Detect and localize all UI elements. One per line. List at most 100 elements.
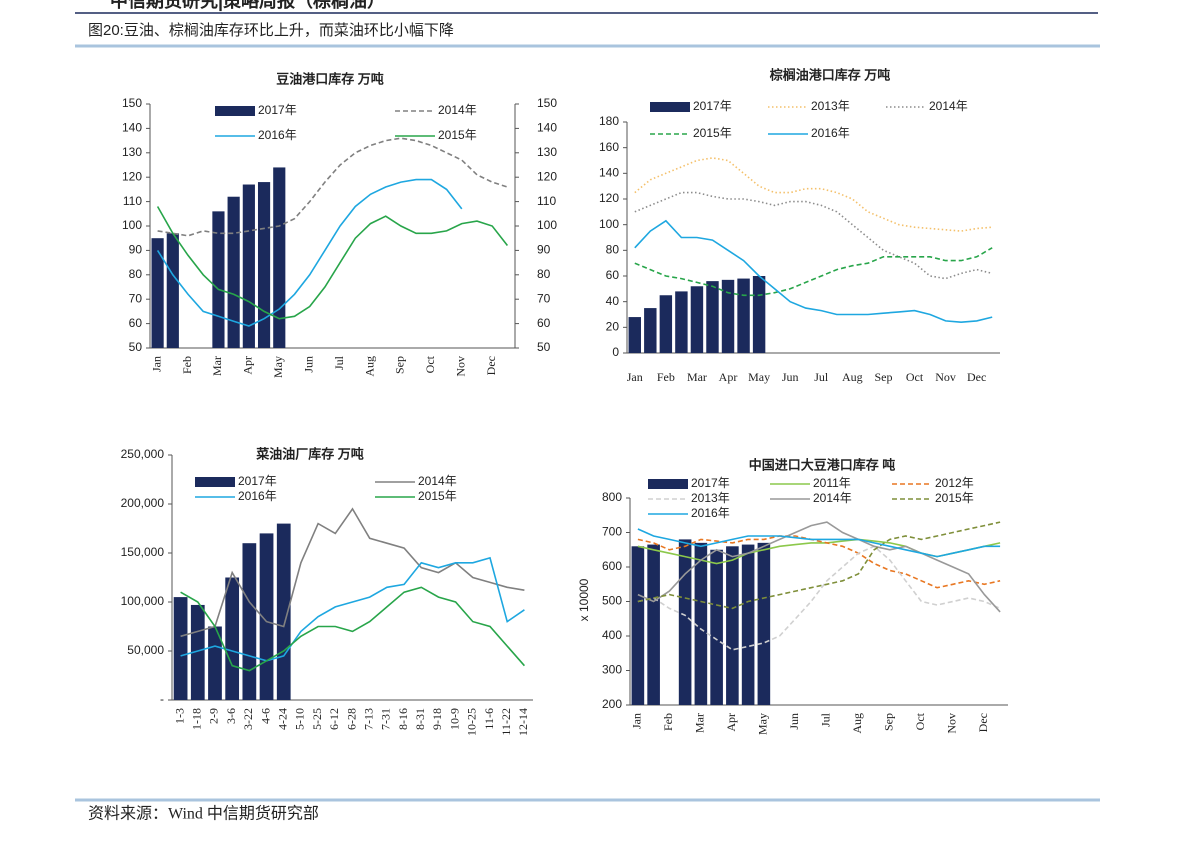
legend-label: 2014年 [418, 474, 457, 488]
y-tick-label: 130 [122, 145, 142, 159]
x-tick-label: 6-28 [344, 708, 358, 730]
x-tick-label: Aug [362, 356, 376, 377]
y-tick-label: 140 [599, 166, 619, 180]
chart-title: 豆油港口库存 万吨 [276, 71, 384, 86]
legend-label: 2012年 [935, 476, 974, 490]
x-tick-label: Jul [332, 355, 346, 370]
bar [659, 295, 673, 353]
y-tick-label: 120 [122, 169, 142, 183]
bar [273, 167, 286, 348]
y-tick-label: 250,000 [121, 447, 165, 461]
bar [208, 626, 222, 700]
bar [726, 546, 739, 705]
legend-label: 2016年 [691, 506, 730, 520]
bar [647, 544, 660, 705]
y-tick-label: - [160, 692, 164, 706]
x-tick-label: Jun [787, 713, 801, 730]
y-tick-label: 600 [602, 559, 622, 573]
chart-title: 中国进口大豆港口库存 吨 [749, 457, 896, 472]
x-tick-label: 12-14 [516, 708, 530, 736]
x-tick-label: May [271, 356, 285, 378]
x-tick-label: Mar [210, 356, 224, 376]
x-tick-label: 10-9 [447, 708, 461, 730]
bar [752, 276, 766, 353]
x-tick-label: Apr [241, 356, 255, 375]
x-tick-label: 2-9 [207, 708, 221, 724]
bar [631, 546, 645, 705]
line [637, 545, 1001, 651]
y-tick-label: 150 [122, 96, 142, 110]
x-tick-label: Apr [719, 370, 738, 384]
x-tick-label: Dec [967, 370, 986, 384]
bar [721, 279, 735, 353]
y-tick-label: 800 [602, 490, 622, 504]
y2-tick-label: 90 [537, 243, 551, 257]
line [634, 219, 993, 324]
y-tick-label: 180 [599, 114, 619, 128]
x-tick-label: 7-31 [379, 708, 393, 730]
y-tick-label: 140 [122, 121, 142, 135]
x-tick-label: Aug [850, 713, 864, 734]
x-tick-label: Dec [484, 356, 498, 375]
legend-label: 2017年 [258, 103, 297, 117]
bar [737, 278, 750, 353]
bar [151, 238, 164, 348]
legend-label: 2017年 [693, 99, 732, 113]
legend-label: 2014年 [813, 491, 852, 505]
y-tick-label: 80 [129, 267, 143, 281]
legend-label: 2014年 [438, 103, 477, 117]
legend-label: 2011年 [813, 476, 851, 490]
line [634, 191, 993, 280]
x-tick-label: Jan [627, 370, 643, 384]
y-tick-label: 160 [599, 140, 619, 154]
y-tick-label: 20 [606, 320, 620, 334]
bar [741, 544, 755, 705]
y-tick-label: 700 [602, 525, 622, 539]
x-tick-label: 1-18 [190, 708, 204, 730]
bar [227, 196, 240, 348]
y-tick-label: 120 [599, 191, 619, 205]
legend-label: 2015年 [438, 128, 477, 142]
x-tick-label: Feb [180, 356, 194, 374]
bar [242, 543, 257, 700]
y-tick-label: 50,000 [127, 643, 164, 657]
line [637, 521, 1001, 613]
line [156, 178, 463, 327]
line [157, 137, 508, 237]
legend-label: 2017年 [691, 476, 730, 490]
bar [257, 182, 271, 348]
y2-tick-label: 70 [537, 291, 551, 305]
x-tick-label: Oct [423, 355, 437, 373]
y-tick-label: 80 [606, 243, 620, 257]
chart-title: 棕榈油港口库存 万吨 [769, 67, 891, 82]
x-tick-label: 1-3 [172, 708, 186, 724]
x-tick-label: 11-6 [482, 708, 496, 730]
x-tick-label: Sep [874, 370, 892, 384]
y-tick-label: 60 [129, 316, 143, 330]
y2-tick-label: 150 [537, 96, 557, 110]
line [637, 535, 1001, 589]
y-tick-label: 150,000 [121, 545, 165, 559]
x-tick-label: 7-13 [361, 708, 375, 730]
y2-tick-label: 50 [537, 340, 551, 354]
legend-swatch [215, 106, 255, 116]
x-tick-label: 11-22 [499, 708, 513, 736]
x-tick-label: Nov [945, 713, 959, 734]
x-tick-label: 4-24 [275, 708, 289, 730]
x-tick-label: 6-12 [327, 708, 341, 730]
x-tick-label: Feb [657, 370, 675, 384]
y-tick-label: 100,000 [121, 594, 165, 608]
x-tick-label: 9-18 [430, 708, 444, 730]
legend-label: 2013年 [691, 491, 730, 505]
bar [694, 542, 708, 705]
x-tick-label: 10-25 [465, 708, 479, 736]
bar [225, 577, 240, 700]
x-tick-label: Apr [724, 713, 738, 732]
line [637, 528, 1001, 558]
x-tick-label: Nov [935, 370, 956, 384]
y2-tick-label: 120 [537, 169, 557, 183]
x-tick-label: Feb [661, 713, 675, 731]
bar [190, 604, 205, 700]
